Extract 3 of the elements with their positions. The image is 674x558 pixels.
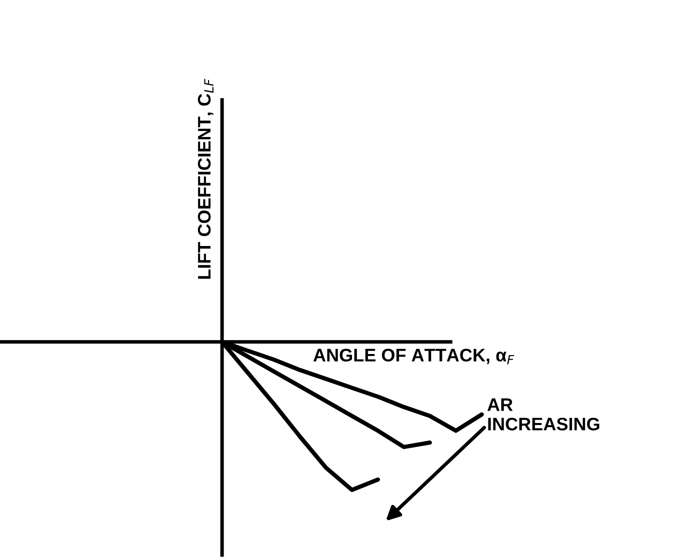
y-axis-title: LIFT COEFFICIENT, C$_{LF}$ xyxy=(198,78,214,279)
x-axis-title: ANGLE OF ATTACK, α$_{F}$ xyxy=(313,348,514,364)
annotation: AR INCREASING xyxy=(487,398,600,430)
